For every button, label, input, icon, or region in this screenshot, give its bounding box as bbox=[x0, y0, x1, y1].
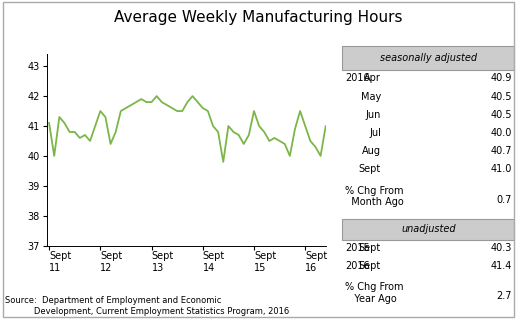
Text: 40.5: 40.5 bbox=[490, 92, 512, 101]
Text: 41.4: 41.4 bbox=[491, 261, 512, 271]
Text: Apr: Apr bbox=[364, 73, 381, 83]
Text: 40.9: 40.9 bbox=[491, 73, 512, 83]
Text: 40.5: 40.5 bbox=[490, 110, 512, 120]
Text: Source:  Department of Employment and Economic
           Development, Current E: Source: Department of Employment and Eco… bbox=[5, 296, 290, 316]
Text: 41.0: 41.0 bbox=[491, 164, 512, 174]
Text: % Chg From
  Month Ago: % Chg From Month Ago bbox=[345, 186, 404, 207]
Text: 2016: 2016 bbox=[345, 261, 370, 271]
Text: unadjusted: unadjusted bbox=[401, 224, 455, 234]
Text: 40.0: 40.0 bbox=[491, 128, 512, 138]
Text: Sept: Sept bbox=[359, 243, 381, 253]
Text: 2015: 2015 bbox=[345, 243, 370, 253]
Text: 40.7: 40.7 bbox=[490, 146, 512, 156]
Text: 2.7: 2.7 bbox=[496, 292, 512, 301]
Text: 2016: 2016 bbox=[345, 73, 370, 83]
Text: Sept: Sept bbox=[359, 164, 381, 174]
Text: Sept: Sept bbox=[359, 261, 381, 271]
Text: Average Weekly Manufacturing Hours: Average Weekly Manufacturing Hours bbox=[114, 10, 403, 25]
Text: Jun: Jun bbox=[366, 110, 381, 120]
Text: % Chg From
   Year Ago: % Chg From Year Ago bbox=[345, 282, 403, 304]
Text: Aug: Aug bbox=[362, 146, 381, 156]
Text: seasonally adjusted: seasonally adjusted bbox=[380, 53, 477, 63]
Text: 0.7: 0.7 bbox=[496, 195, 512, 205]
Text: 40.3: 40.3 bbox=[491, 243, 512, 253]
Text: Jul: Jul bbox=[369, 128, 381, 138]
Text: May: May bbox=[361, 92, 381, 101]
